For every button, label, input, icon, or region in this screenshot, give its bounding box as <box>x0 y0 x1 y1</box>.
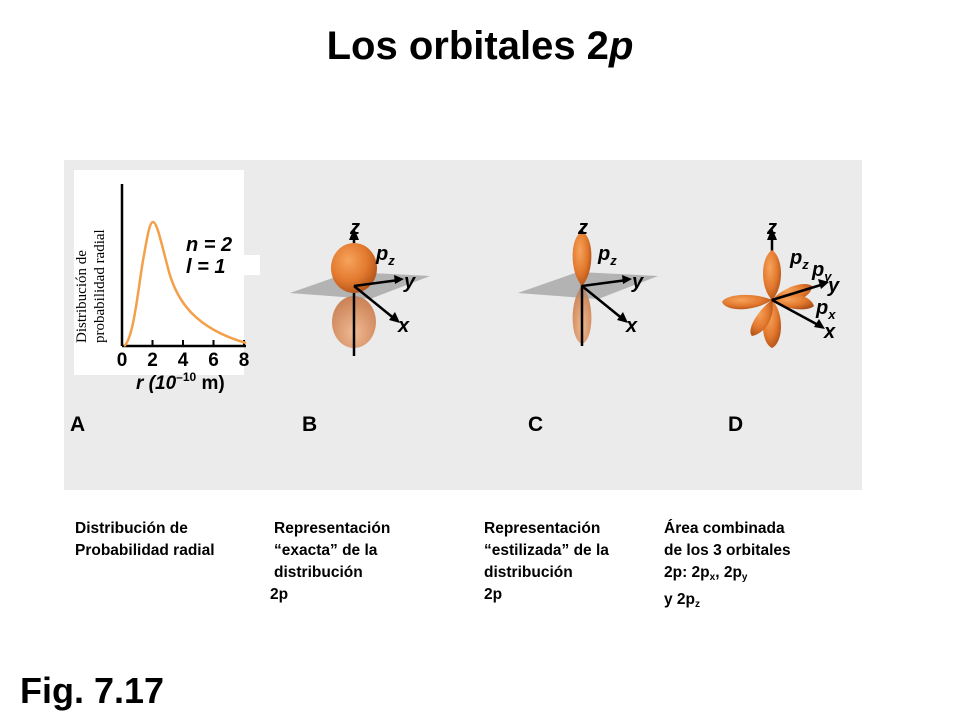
z-axis-label: z <box>349 217 360 239</box>
x-axis-label: x <box>823 321 836 343</box>
x-axis <box>353 285 397 321</box>
y-axis <box>581 278 628 288</box>
upper-lobe <box>572 232 592 286</box>
y-axis-label-line1: Distribución de <box>74 250 90 343</box>
x-axis <box>581 285 625 321</box>
plot-a-background <box>74 170 244 375</box>
figure-svg: Distribución de probabilidad radial n = … <box>70 170 840 436</box>
panel-letter-c: C <box>528 413 543 436</box>
panel-letter-b: B <box>302 413 317 436</box>
panel-letter-d: D <box>728 413 743 436</box>
x-axis-label: x <box>397 315 410 337</box>
y-axis-label: y <box>403 271 416 293</box>
pz-label: pz <box>597 243 617 268</box>
x-tick-label: 0 <box>117 350 128 371</box>
y-axis-label-line2: probabilidad radial <box>92 229 108 343</box>
pz-upper-lobe <box>763 250 781 300</box>
px-label: px <box>815 297 836 322</box>
y-axis-label: y <box>827 275 840 297</box>
quantum-number-n: n = 2 <box>186 234 232 256</box>
pz-label: pz <box>789 247 809 272</box>
x-axis <box>771 298 821 328</box>
x-tick-label: 8 <box>239 350 250 371</box>
py-back-lobe <box>722 294 772 310</box>
upper-lobe <box>331 243 377 293</box>
caption-d: Área combinada de los 3 orbitales 2p: 2p… <box>664 520 791 610</box>
caption-b: Representación “exacta” de la distribuci… <box>270 520 391 603</box>
panel-a-plot: Distribución de probabilidad radial n = … <box>74 170 260 394</box>
caption-c: Representación “estilizada” de la distri… <box>484 520 609 603</box>
py-label: py <box>811 259 832 284</box>
x-tick-label: 6 <box>208 350 219 371</box>
radial-probability-curve <box>123 220 247 348</box>
panel-letter-a: A <box>70 413 85 436</box>
panel-d-orbital: z y x pz py px <box>722 217 840 348</box>
z-axis-label: z <box>577 217 588 239</box>
x-tick-label: 4 <box>178 350 189 371</box>
x-axis-label: r (10–10 m) <box>136 370 225 394</box>
pz-label: pz <box>375 243 395 268</box>
x-tick-label: 2 <box>147 350 158 371</box>
y-axis <box>353 278 400 288</box>
panel-c-orbital: z y x pz <box>518 217 658 346</box>
figure-panel: Distribución de probabilidad radial n = … <box>64 160 862 490</box>
panel-b-orbital: z y x pz <box>290 217 430 356</box>
figure-label: Fig. 7.17 <box>20 670 165 711</box>
z-axis-label: z <box>766 217 777 239</box>
px-front-lobe <box>750 300 773 336</box>
x-tick-marks <box>121 340 245 346</box>
y-axis-label: y <box>631 271 644 293</box>
plot-a-label-bg <box>234 255 260 275</box>
y-axis <box>771 282 825 302</box>
slide-title: Los orbitales 2p <box>326 24 634 68</box>
caption-a: Distribución de Probabilidad radial <box>75 520 215 559</box>
x-axis-label: x <box>625 315 638 337</box>
quantum-number-l: l = 1 <box>186 256 225 278</box>
